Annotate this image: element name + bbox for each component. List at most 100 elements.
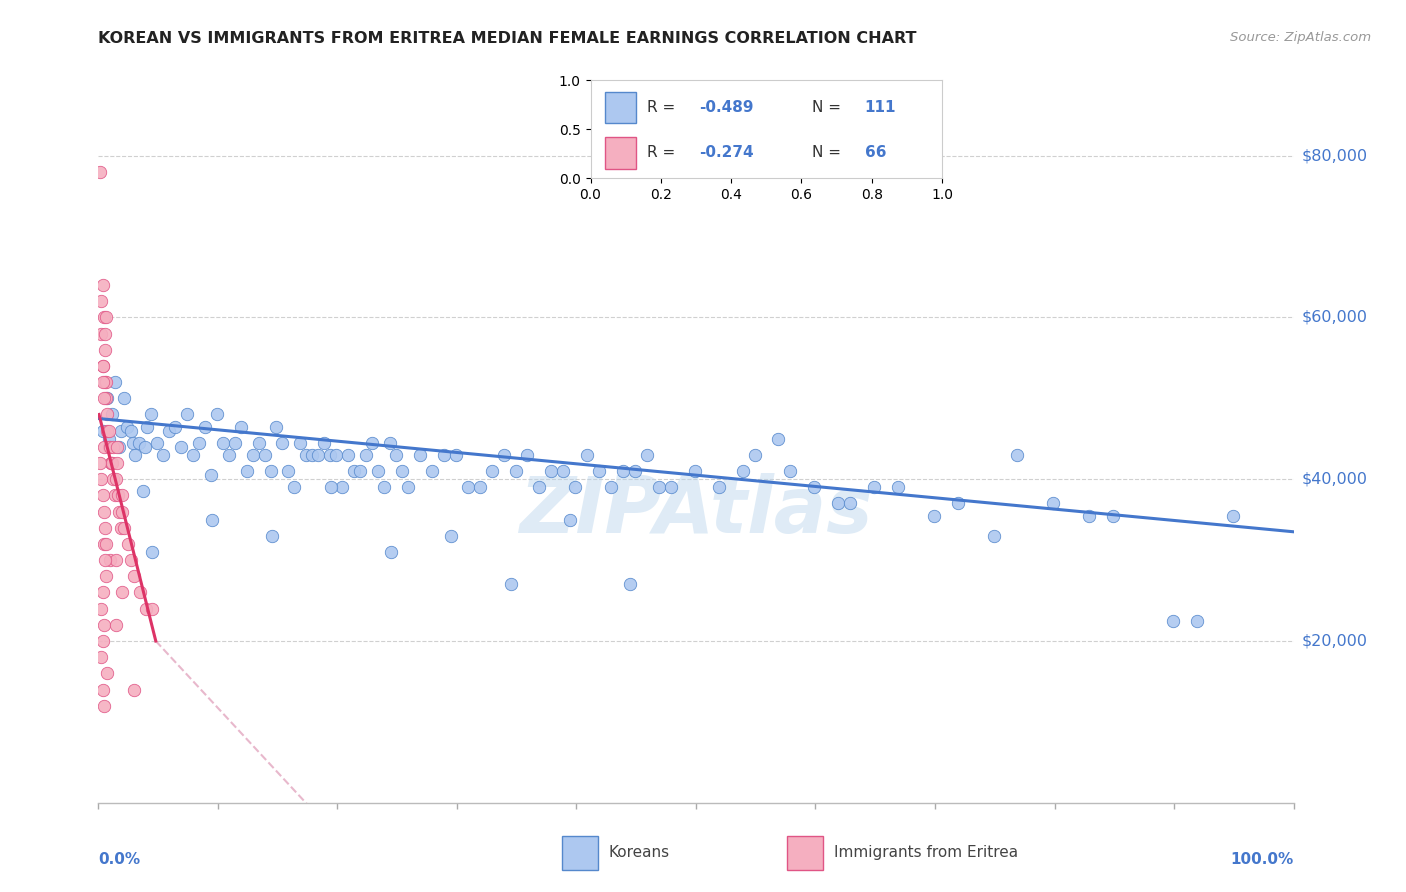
Point [96,392,118,406]
Point [141,545,163,559]
Point [94,326,117,341]
Point [134,440,156,454]
Point [863,480,886,494]
Text: R =: R = [647,145,681,161]
Point [440,529,463,543]
Point [112,392,135,406]
Point [325,448,347,462]
Point [94,521,117,535]
Point [516,448,538,462]
Point [146,435,169,450]
Point [277,464,299,478]
Text: Immigrants from Eritrea: Immigrants from Eritrea [834,846,1018,860]
Point [97,424,120,438]
Point [194,419,217,434]
Point [211,435,233,450]
Point [91,375,114,389]
Text: $40,000: $40,000 [1302,472,1368,487]
Point [136,419,159,434]
Point [492,448,515,462]
Point [444,448,467,462]
Point [349,464,371,478]
Point [111,504,134,518]
Point [560,513,582,527]
Point [1222,508,1244,523]
Point [205,408,228,422]
Point [124,448,146,462]
Text: Koreans: Koreans [609,846,669,860]
Point [373,480,395,494]
Point [94,343,117,357]
Point [343,464,366,478]
Point [91,359,114,373]
Point [93,440,115,454]
Point [707,480,730,494]
Point [314,435,336,450]
Point [1007,448,1029,462]
Point [201,513,224,527]
Point [107,440,129,454]
Point [96,666,118,681]
Point [200,468,222,483]
Point [260,529,283,543]
Text: KOREAN VS IMMIGRANTS FROM ERITREA MEDIAN FEMALE EARNINGS CORRELATION CHART: KOREAN VS IMMIGRANTS FROM ERITREA MEDIAN… [98,31,917,46]
Point [409,448,432,462]
Point [946,496,969,510]
Point [96,424,118,438]
Point [803,480,825,494]
Point [122,435,145,450]
Point [301,448,323,462]
Point [98,432,121,446]
Point [683,464,706,478]
Point [337,448,360,462]
Point [104,472,127,486]
Point [887,480,910,494]
Point [104,553,127,567]
Point [93,537,115,551]
Point [104,375,127,389]
FancyBboxPatch shape [605,92,636,123]
Point [128,585,150,599]
Point [131,484,153,499]
Point [135,601,157,615]
Point [229,419,252,434]
Point [588,464,610,478]
Point [378,435,401,450]
Point [1185,614,1208,628]
Point [181,448,204,462]
Point [103,440,125,454]
Point [90,294,112,309]
Point [163,419,186,434]
Point [128,435,150,450]
Point [187,435,209,450]
Point [636,448,658,462]
Point [98,440,121,454]
Point [139,408,162,422]
Point [619,577,641,591]
Point [89,456,111,470]
Text: Source: ZipAtlas.com: Source: ZipAtlas.com [1230,31,1371,45]
Point [91,278,114,293]
Point [105,440,128,454]
Point [259,464,281,478]
Point [107,488,129,502]
Point [307,448,329,462]
Point [90,472,112,486]
Point [283,480,305,494]
Point [380,545,402,559]
Point [779,464,801,478]
Point [101,456,124,470]
Point [247,435,270,450]
Text: -0.274: -0.274 [699,145,754,161]
Point [648,480,671,494]
Point [110,521,132,535]
Point [110,424,132,438]
Point [744,448,766,462]
Point [94,553,117,567]
Point [330,480,353,494]
Point [96,375,118,389]
Point [242,448,264,462]
Point [1161,614,1184,628]
Point [468,480,491,494]
Point [659,480,682,494]
